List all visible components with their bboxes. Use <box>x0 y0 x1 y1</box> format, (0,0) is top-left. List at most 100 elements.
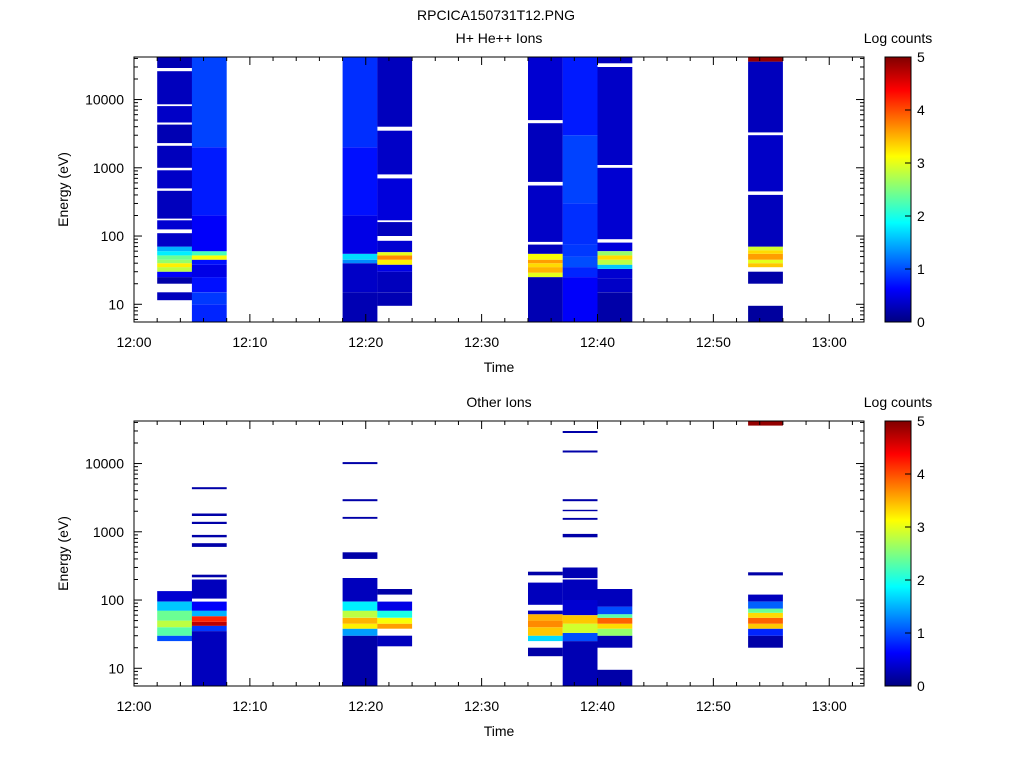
colorbar-label: Log counts <box>864 394 933 410</box>
heatmap-cell-2-0 <box>342 635 378 686</box>
y-tick-label: 10 <box>108 296 124 312</box>
heatmap-cell-6-1 <box>597 635 633 648</box>
heatmap-cell-0-14 <box>157 124 192 144</box>
heatmap-cell-5-6 <box>562 57 598 136</box>
heatmap-cell-4-7 <box>528 185 563 242</box>
x-tick-label: 12:00 <box>116 698 151 714</box>
heatmap-cell-7-6 <box>748 601 783 609</box>
heatmap-cell-3-4 <box>377 255 413 260</box>
heatmap-cell-7-4 <box>748 253 783 260</box>
heatmap-cell-1-1 <box>191 292 227 305</box>
heatmap-cell-7-1 <box>748 271 783 284</box>
heatmap-cell-1-5 <box>191 601 227 611</box>
heatmap-cell-3-5 <box>377 589 413 595</box>
colorbar-tick-label: 5 <box>917 49 925 65</box>
colorbar <box>884 420 912 687</box>
heatmap-cell-5-8 <box>562 517 598 520</box>
heatmap-cell-2-1 <box>342 263 378 293</box>
heatmap-cell-0-0 <box>157 635 192 642</box>
colorbar <box>884 56 912 323</box>
heatmap-cell-3-2 <box>377 617 413 624</box>
heatmap-cell-4-4 <box>528 259 563 264</box>
panel-1: 12:00 12:10 12:20 12:30 12:40 12:50 13:0010100… <box>55 30 932 375</box>
heatmap-cell-7-0 <box>748 305 783 322</box>
heatmap-cell-2-10 <box>342 462 378 465</box>
heatmap-cell-5-1 <box>562 267 598 278</box>
y-tick-label: 100 <box>101 592 125 608</box>
colorbar-tick-label: 1 <box>917 261 925 277</box>
heatmap-cell-4-0 <box>528 277 563 322</box>
x-tick-label: 13:00 <box>812 334 847 350</box>
heatmap-cell-6-1 <box>597 278 633 293</box>
heatmap-cell-1-0 <box>191 631 227 686</box>
x-tick-label: 12:40 <box>580 698 615 714</box>
heatmap-cell-1-11 <box>191 513 227 516</box>
y-tick-label: 100 <box>101 228 125 244</box>
heatmap-cell-5-2 <box>562 623 598 633</box>
x-tick-label: 12:30 <box>464 334 499 350</box>
heatmap-cell-1-7 <box>191 574 227 578</box>
heatmap-cell-3-7 <box>377 222 413 236</box>
heatmap-cell-5-0 <box>562 277 598 322</box>
heatmap-cell-0-11 <box>157 190 192 219</box>
heatmap-cell-7-5 <box>748 250 783 254</box>
heatmap-cell-6-3 <box>597 623 633 629</box>
heatmap-cell-5-5 <box>562 579 598 600</box>
heatmap-cell-7-6 <box>748 246 783 251</box>
heatmap-cell-5-2 <box>562 256 598 268</box>
heatmap-cell-4-3 <box>528 263 563 268</box>
colorbar-label: Log counts <box>864 30 933 46</box>
y-tick-label: 1000 <box>93 524 124 540</box>
heatmap-cell-4-6 <box>528 244 563 254</box>
heatmap-cell-0-2 <box>157 620 192 628</box>
heatmap-cell-3-5 <box>377 252 413 256</box>
heatmap-cell-1-3 <box>191 264 227 278</box>
heatmap-cell-4-5 <box>528 610 563 615</box>
heatmap-cell-7-9 <box>748 61 783 133</box>
colorbar-tick-label: 2 <box>917 208 925 224</box>
heatmap-cell-5-9 <box>562 509 598 512</box>
heatmap-cell-7-3 <box>748 259 783 264</box>
colorbar-tick-label: 4 <box>917 102 925 118</box>
heatmap-cell-0-0 <box>157 292 192 301</box>
panel-title: H+ He++ Ions <box>456 30 543 46</box>
x-axis-label: Time <box>484 723 515 739</box>
heatmap-cell-5-10 <box>562 499 598 502</box>
x-tick-label: 12:30 <box>464 698 499 714</box>
heatmap-cell-3-1 <box>377 271 413 293</box>
y-tick-label: 10000 <box>85 456 124 472</box>
heatmap-cell-0-9 <box>157 233 192 247</box>
heatmap-cell-0-7 <box>157 251 192 256</box>
heatmap-cell-0-15 <box>157 106 192 123</box>
heatmap-cell-2-0 <box>342 292 378 322</box>
heatmap-cell-6-7 <box>597 242 633 252</box>
heatmap-cell-7-4 <box>748 612 783 618</box>
heatmap-cell-2-3 <box>342 253 378 260</box>
heatmap-cell-6-4 <box>597 617 633 624</box>
figure-title: RPCICA150731T12.PNG <box>417 7 575 23</box>
heatmap-cell-2-5 <box>342 147 378 216</box>
heatmap-cell-1-4 <box>191 610 227 617</box>
heatmap-cell-2-3 <box>342 617 378 624</box>
colorbar-tick-label: 0 <box>917 678 925 694</box>
heatmap-cell-6-0 <box>597 669 633 686</box>
x-tick-label: 12:50 <box>696 698 731 714</box>
heatmap-cell-0-12 <box>157 170 192 189</box>
heatmap-cell-1-6 <box>191 251 227 256</box>
heatmap-cell-7-5 <box>748 608 783 613</box>
heatmap-cell-0-3 <box>157 267 192 272</box>
x-axis-label: Time <box>484 359 515 375</box>
heatmap-cell-1-9 <box>191 57 227 148</box>
heatmap-cell-2-6 <box>342 578 378 602</box>
heatmap-cell-2-4 <box>342 610 378 618</box>
heatmap-cell-0-1 <box>157 627 192 636</box>
heatmap-cell-7-2 <box>748 263 783 268</box>
heatmap-cell-1-3 <box>191 616 227 622</box>
heatmap-cell-2-8 <box>342 516 378 519</box>
heatmap-cell-0-3 <box>157 610 192 621</box>
heatmap-cell-3-6 <box>377 240 413 253</box>
heatmap-cell-5-3 <box>562 615 598 624</box>
heatmap-cell-5-6 <box>562 567 598 579</box>
heatmap-cell-7-7 <box>748 594 783 602</box>
heatmap-cell-4-7 <box>528 571 563 576</box>
